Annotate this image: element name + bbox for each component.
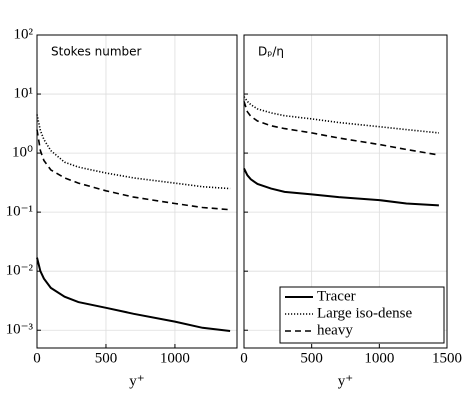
x-tick-label: 1000	[160, 350, 190, 366]
x-tick-label: 500	[95, 350, 118, 366]
line	[243, 101, 440, 156]
legend-label: Tracer	[317, 288, 356, 304]
plot-frame	[36, 34, 238, 349]
line	[36, 114, 231, 190]
line	[243, 96, 439, 134]
y-tick-label: 10⁻²	[6, 263, 34, 279]
line	[36, 129, 231, 211]
y-tick-label: 10²	[14, 26, 34, 42]
x-tick-label: 1000	[364, 350, 394, 366]
legend-label: Large iso-dense	[317, 305, 412, 321]
x-tick-label: 0	[240, 350, 248, 366]
y-tick-label: 10⁻¹	[6, 204, 33, 220]
x-tick-label: 500	[300, 350, 323, 366]
y-tick-label: 10¹	[14, 85, 34, 101]
line	[36, 257, 231, 332]
y-tick-label: 10⁰	[12, 145, 33, 161]
legend-label: heavy	[317, 322, 353, 338]
x-axis-label: y⁺	[338, 373, 353, 389]
annotation: Stokes number	[51, 45, 142, 59]
x-axis-label: y⁺	[129, 373, 144, 389]
line	[243, 167, 439, 207]
y-tick-label: 10⁻³	[6, 322, 34, 338]
x-tick-label: 1500	[432, 350, 462, 366]
x-tick-label: 0	[33, 350, 41, 366]
annotation: Dₚ/η	[258, 45, 284, 59]
plot-frame	[243, 34, 448, 349]
